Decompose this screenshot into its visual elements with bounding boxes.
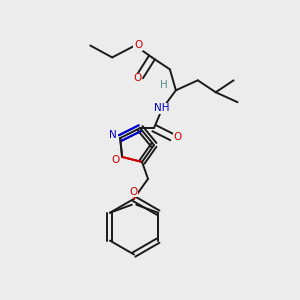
Text: O: O bbox=[134, 40, 142, 50]
Text: O: O bbox=[133, 73, 141, 83]
Text: N: N bbox=[109, 130, 117, 140]
Text: O: O bbox=[174, 132, 182, 142]
Text: H: H bbox=[160, 80, 168, 90]
Text: NH: NH bbox=[154, 103, 170, 113]
Text: O: O bbox=[111, 155, 119, 165]
Text: O: O bbox=[129, 187, 137, 197]
